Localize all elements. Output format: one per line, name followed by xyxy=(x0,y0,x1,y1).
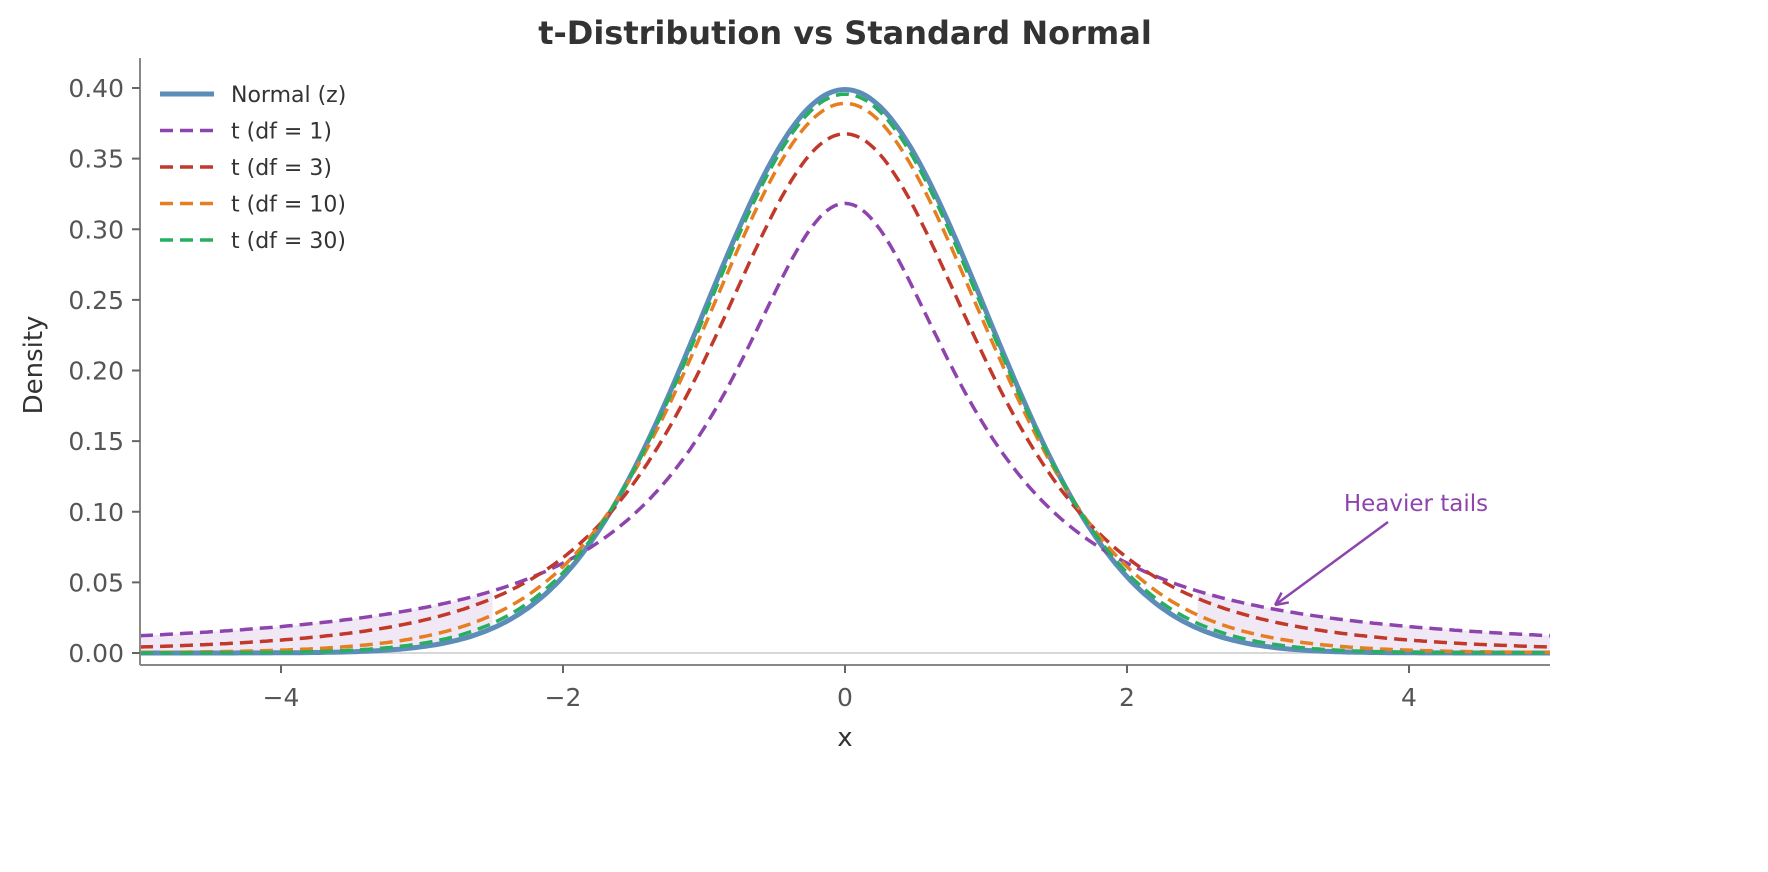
x-tick-label: 2 xyxy=(1119,683,1135,712)
y-tick-label: 0.40 xyxy=(68,74,124,103)
annotation-arrowhead xyxy=(1274,601,1290,607)
x-ticks: −4 −2 0 2 4 xyxy=(263,665,1417,712)
legend-entry: t (df = 1) xyxy=(160,120,332,145)
tail-shading xyxy=(140,590,1550,653)
y-tick-label: 0.10 xyxy=(68,498,124,527)
x-tick-label: −4 xyxy=(263,683,300,712)
y-tick-label: 0.15 xyxy=(68,427,124,456)
series-line-normal-z- xyxy=(140,86,1550,656)
legend-label: t (df = 3) xyxy=(231,156,332,181)
series-line-t-df-10- xyxy=(140,101,1550,655)
legend-label: Normal (z) xyxy=(231,83,346,108)
y-tick-label: 0.00 xyxy=(68,639,124,668)
x-tick-label: 0 xyxy=(837,683,853,712)
legend-entry: t (df = 30) xyxy=(160,229,346,254)
right-tail-shading xyxy=(1197,590,1550,653)
y-tick-label: 0.25 xyxy=(68,286,124,315)
legend-entry: t (df = 3) xyxy=(160,156,332,181)
y-tick-label: 0.35 xyxy=(68,145,124,174)
legend-entry: t (df = 10) xyxy=(160,193,346,218)
annotation: Heavier tails xyxy=(1273,491,1488,607)
x-axis-label: x xyxy=(837,723,852,753)
legend-label: t (df = 10) xyxy=(231,193,346,218)
y-tick-label: 0.30 xyxy=(68,215,124,244)
legend-label: t (df = 1) xyxy=(231,120,332,145)
annotation-arrow xyxy=(1274,520,1389,606)
series-lines xyxy=(139,86,1551,656)
legend-entry: Normal (z) xyxy=(160,83,346,108)
series-line-t-df-30- xyxy=(140,92,1550,655)
legend: Normal (z) t (df = 1) t (df = 3) t (df = 10… xyxy=(160,83,346,254)
left-tail-shading xyxy=(140,590,493,653)
chart-title: t-Distribution vs Standard Normal xyxy=(538,14,1152,52)
y-axis-label: Density xyxy=(19,316,49,415)
annotation-text: Heavier tails xyxy=(1344,491,1488,517)
y-tick-label: 0.05 xyxy=(68,568,124,597)
annotation-arrowhead xyxy=(1273,592,1283,606)
series-line-t-df-1- xyxy=(139,201,1551,638)
legend-label: t (df = 30) xyxy=(231,229,346,254)
x-tick-label: 4 xyxy=(1401,683,1417,712)
series-line-t-df-3- xyxy=(139,132,1551,649)
y-tick-label: 0.20 xyxy=(68,357,124,386)
x-tick-label: −2 xyxy=(545,683,582,712)
y-ticks: 0.00 0.05 0.10 0.15 0.20 0.25 0.30 0.35 0.40 xyxy=(68,74,140,668)
